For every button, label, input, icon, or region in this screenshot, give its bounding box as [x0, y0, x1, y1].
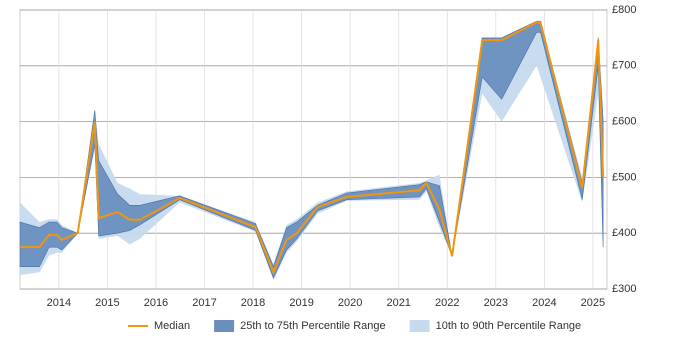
x-tick-label: 2014 [47, 297, 71, 309]
median-line [20, 21, 605, 275]
y-tick-label: £600 [612, 116, 636, 128]
legend-label: 10th to 90th Percentile Range [436, 320, 582, 332]
x-tick-label: 2021 [386, 297, 410, 309]
x-tick-label: 2016 [144, 297, 168, 309]
y-tick-label: £400 [612, 227, 636, 239]
x-tick-label: 2015 [95, 297, 119, 309]
legend-swatch [409, 320, 430, 332]
x-tick-label: 2022 [435, 297, 459, 309]
y-tick-label: £800 [612, 4, 636, 16]
legend-swatch [214, 320, 235, 332]
legend-label: Median [154, 320, 190, 332]
y-tick-label: £700 [612, 60, 636, 72]
x-tick-label: 2020 [338, 297, 362, 309]
y-tick-label: £500 [612, 171, 636, 183]
x-tick-label: 2025 [581, 297, 605, 309]
x-tick-label: 2018 [241, 297, 265, 309]
x-tick-label: 2019 [289, 297, 313, 309]
x-tick-label: 2023 [484, 297, 508, 309]
range-band [19, 20, 604, 279]
x-tick-label: 2017 [192, 297, 216, 309]
legend-label: 25th to 75th Percentile Range [240, 320, 386, 332]
y-tick-label: £300 [612, 283, 636, 295]
x-tick-label: 2024 [532, 297, 556, 309]
